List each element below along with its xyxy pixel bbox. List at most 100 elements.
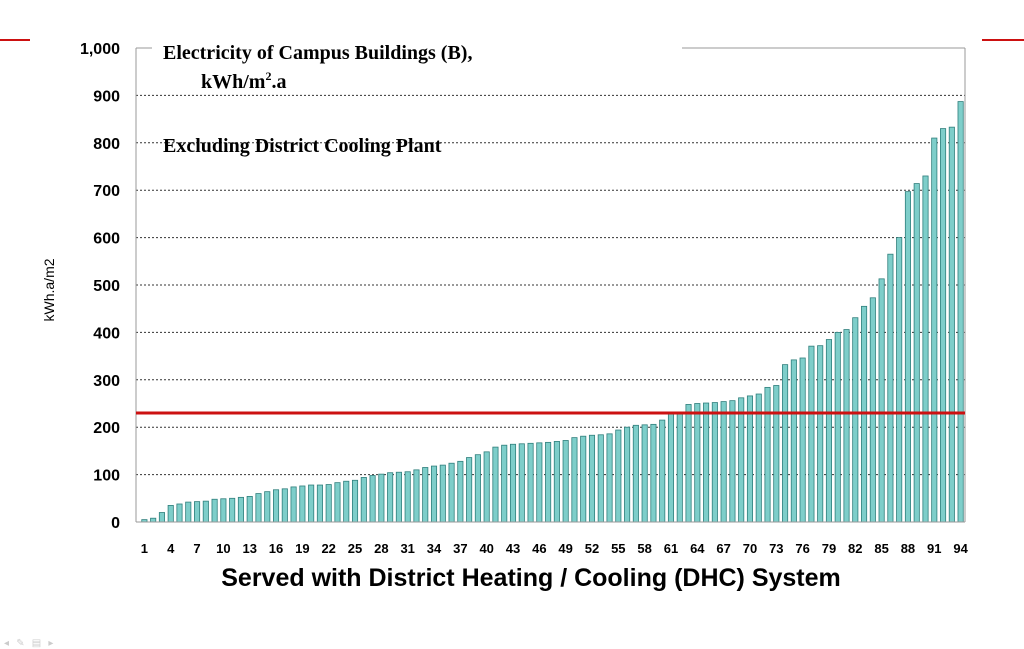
bar — [799, 357, 806, 523]
bar — [457, 460, 464, 523]
bar — [922, 175, 929, 523]
bar — [545, 441, 552, 523]
bar — [808, 345, 815, 523]
bar — [571, 437, 578, 523]
bar — [782, 364, 789, 523]
bar — [343, 480, 350, 523]
bar — [703, 402, 710, 523]
x-tick-label: 79 — [822, 541, 836, 556]
bar — [369, 475, 376, 523]
chart-subtitle: Excluding District Cooling Plant — [163, 135, 442, 157]
bar — [395, 471, 402, 523]
x-tick-label: 88 — [901, 541, 915, 556]
bar — [211, 498, 218, 523]
bar — [255, 493, 262, 523]
bar — [299, 485, 306, 523]
bar — [316, 484, 323, 523]
y-tick-label: 700 — [93, 183, 120, 200]
x-tick-label: 94 — [953, 541, 968, 556]
bar — [597, 434, 604, 523]
bar — [869, 297, 876, 523]
bar — [281, 488, 288, 523]
x-tick-label: 25 — [348, 541, 362, 556]
x-tick-label: 28 — [374, 541, 388, 556]
bar — [202, 500, 209, 523]
bar — [474, 454, 481, 523]
x-tick-label: 61 — [664, 541, 678, 556]
bar — [817, 345, 824, 523]
bar — [448, 462, 455, 523]
y-tick-label: 200 — [93, 420, 120, 437]
x-tick-label: 10 — [216, 541, 230, 556]
x-tick-label: 34 — [427, 541, 442, 556]
y-tick-label: 500 — [93, 278, 120, 295]
bar — [194, 501, 201, 523]
bar — [896, 237, 903, 523]
y-tick-label: 800 — [93, 136, 120, 153]
y-tick-label: 400 — [93, 325, 120, 342]
bar — [641, 424, 648, 523]
x-tick-label: 31 — [400, 541, 414, 556]
bar — [518, 443, 525, 523]
x-tick-labels: 1 4 7 10 13 16 19 22 25 28 31 34 37 40 43 46 49 52 55 58 61 6… — [141, 541, 969, 556]
bar — [439, 464, 446, 523]
bar — [158, 512, 165, 523]
bar — [562, 440, 569, 523]
bar — [948, 126, 955, 523]
bar — [667, 413, 675, 523]
bar — [413, 469, 420, 523]
slide-nav-toolbar[interactable]: ◂ ✎ ▤ ▸ — [4, 638, 56, 649]
bar — [237, 496, 244, 523]
bar — [729, 400, 736, 523]
bar — [501, 444, 508, 523]
bar — [843, 329, 850, 523]
bar — [290, 486, 297, 523]
x-tick-label: 19 — [295, 541, 309, 556]
bar — [738, 397, 745, 523]
bar — [360, 477, 367, 523]
bar — [887, 253, 894, 523]
bars — [141, 101, 964, 523]
x-tick-label: 13 — [242, 541, 256, 556]
bar — [904, 191, 911, 523]
bar — [536, 442, 543, 523]
bar — [466, 457, 473, 523]
x-tick-label: 58 — [637, 541, 651, 556]
bar — [185, 501, 192, 523]
bar — [676, 411, 683, 523]
x-tick-label: 7 — [193, 541, 200, 556]
x-tick-label: 22 — [321, 541, 335, 556]
bar — [492, 446, 499, 523]
x-tick-label: 43 — [506, 541, 520, 556]
bar — [650, 423, 657, 523]
bar — [878, 278, 885, 523]
bar — [834, 331, 841, 523]
y-tick-label: 0 — [111, 515, 120, 532]
bar — [509, 443, 517, 523]
bar — [790, 359, 797, 523]
chart-title-line2: kWh/m2.a — [201, 69, 286, 93]
bar — [378, 473, 385, 523]
bar — [632, 424, 639, 523]
bar — [852, 317, 859, 523]
x-tick-label: 73 — [769, 541, 783, 556]
x-tick-label: 55 — [611, 541, 625, 556]
bar — [273, 489, 280, 523]
x-tick-label: 40 — [479, 541, 493, 556]
x-tick-label: 4 — [167, 541, 175, 556]
bar — [773, 385, 780, 523]
x-axis-label: Served with District Heating / Cooling (… — [221, 564, 841, 592]
bar — [580, 435, 587, 523]
bar — [685, 404, 692, 523]
bar — [588, 434, 596, 523]
bar — [606, 433, 613, 523]
y-tick-label: 300 — [93, 373, 120, 390]
y-tick-label: 100 — [93, 468, 120, 485]
y-tick-label: 600 — [93, 231, 120, 248]
x-tick-label: 52 — [585, 541, 599, 556]
bar — [913, 183, 920, 523]
x-tick-label: 82 — [848, 541, 862, 556]
bar — [404, 471, 411, 523]
bar — [150, 517, 157, 523]
x-tick-label: 76 — [795, 541, 809, 556]
